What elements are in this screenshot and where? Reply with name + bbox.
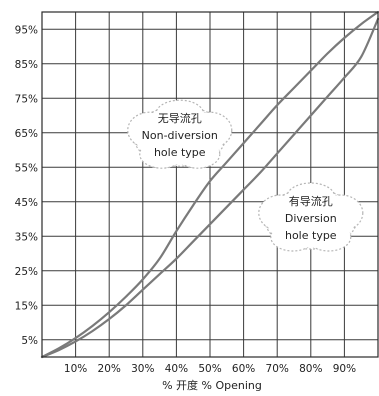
x-tick-label: 50% [198,363,221,375]
x-axis-label: % 开度 % Opening [162,378,262,392]
series-line-diversion [40,17,379,359]
annotation-non-diversion: 无导流孔 Non-diversion hole type [127,99,233,169]
annotation-text: Diversion [285,212,337,225]
x-tick-label: 80% [299,363,322,375]
y-tick-label: 75% [15,93,38,105]
y-tick-label: 5% [21,335,38,347]
y-tick-label: 65% [15,128,38,140]
annotation-text: hole type [285,229,337,242]
y-tick-label: 35% [15,231,38,243]
grid-lines [42,12,378,357]
x-tick-labels: 10% 20% 30% 40% 50% 60% 70% 80% 90% [64,363,356,375]
annotation-text: hole type [154,146,206,159]
y-tick-label: 95% [15,24,38,36]
annotation-cloud-fill [177,141,219,167]
annotation-cloud-fill [272,224,314,250]
annotation-cloud-fill [129,113,171,147]
y-tick-labels: 5% 15% 25% 35% 45% 55% 65% 75% 85% 95% [15,24,38,347]
annotation-text: 无导流孔 [158,111,202,125]
annotation-diversion: 有导流孔 Diversion hole type [258,182,364,252]
x-tick-label: 20% [98,363,121,375]
curves [40,10,379,359]
annotation-cloud-fill [189,113,231,147]
x-tick-label: 70% [266,363,289,375]
annotation-cloud-fill [260,196,302,230]
x-tick-label: 60% [232,363,255,375]
annotations: 无导流孔 Non-diversion hole type 有导流孔 Diversion h… [127,99,364,252]
annotation-cloud-fill [288,184,334,210]
annotation-cloud-fill [141,141,183,167]
y-tick-label: 45% [15,197,38,209]
annotation-cloud-fill [157,101,203,127]
x-tick-label: 40% [165,363,188,375]
x-tick-label: 90% [333,363,356,375]
annotation-text: Non-diversion [142,129,218,142]
y-tick-label: 85% [15,59,38,71]
x-tick-label: 30% [131,363,154,375]
plot-frame [41,11,379,358]
annotation-cloud-fill [320,196,362,230]
x-tick-label: 10% [64,363,87,375]
annotation-text: 有导流孔 [289,194,333,208]
y-tick-label: 55% [15,162,38,174]
y-tick-label: 15% [15,300,38,312]
y-tick-label: 25% [15,266,38,278]
annotation-cloud-fill [308,224,350,250]
series-line-non-diversion [40,10,379,359]
